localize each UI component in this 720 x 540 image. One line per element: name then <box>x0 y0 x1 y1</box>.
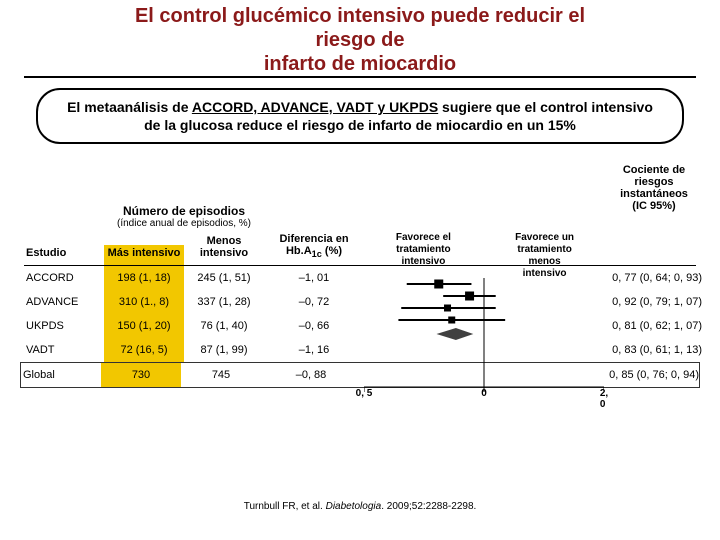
cell-forest <box>364 326 604 338</box>
table-row: VADT72 (16, 5)87 (1, 99)–1, 160, 83 (0, … <box>24 338 696 362</box>
episodes-title: Número de episodios <box>104 204 264 218</box>
slide: El control glucémico intensivo puede red… <box>0 0 720 540</box>
cell-more: 150 (1, 20) <box>104 314 184 338</box>
global-more: 730 <box>101 363 181 387</box>
pill-bold: ACCORD, ADVANCE, VADT y UKPDS <box>192 99 438 115</box>
cell-forest <box>364 350 604 362</box>
global-forest-cell <box>361 375 601 387</box>
fav-intensive-label: Favorece el tratamiento intensivo <box>366 232 481 280</box>
cell-study: UKPDS <box>24 314 104 338</box>
header-row-1: Número de episodios Favorece el tratamie… <box>24 162 696 218</box>
cell-less: 337 (1, 28) <box>184 290 264 314</box>
cell-diff: –0, 66 <box>264 314 364 338</box>
xaxis-tick: 0 <box>481 388 487 399</box>
cell-more: 198 (1, 18) <box>104 266 184 290</box>
episodes-sub: (índice anual de episodios, %) <box>104 218 264 231</box>
xaxis-tick: 2, 0 <box>600 388 608 410</box>
cell-study: ACCORD <box>24 266 104 290</box>
col-less: Menos intensivo <box>184 233 264 265</box>
axis-row: 0, 502, 0 <box>24 388 696 404</box>
slide-title: El control glucémico intensivo puede red… <box>24 0 696 78</box>
global-row: Global 730 745 –0, 88 0, 85 (0, 76; 0, 9… <box>20 362 700 388</box>
xaxis-tick: 0, 5 <box>356 388 373 399</box>
forest-xaxis: 0, 502, 0 <box>364 388 604 404</box>
cell-hr: 0, 92 (0, 79; 1, 07) <box>604 290 704 314</box>
global-study: Global <box>21 363 101 387</box>
cell-diff: –1, 16 <box>264 338 364 362</box>
cell-diff: –1, 01 <box>264 266 364 290</box>
col-study: Estudio <box>24 245 104 265</box>
global-hr: 0, 85 (0, 76; 0, 94) <box>601 363 701 387</box>
cell-study: ADVANCE <box>24 290 104 314</box>
title-line3: infarto de miocardio <box>264 53 456 75</box>
cell-more: 72 (16, 5) <box>104 338 184 362</box>
cell-less: 245 (1, 51) <box>184 266 264 290</box>
cell-hr: 0, 83 (0, 61; 1, 13) <box>604 338 704 362</box>
header-row-2: (índice anual de episodios, %) <box>24 218 696 231</box>
fav-less-intensive-label: Favorece un tratamiento menos intensivo <box>487 232 602 280</box>
pill-prefix: El metaanálisis de <box>67 99 192 115</box>
col-diff: Diferencia en Hb.A1c (%) <box>264 231 364 265</box>
title-line1: El control glucémico intensivo puede red… <box>135 5 585 27</box>
cell-study: VADT <box>24 338 104 362</box>
global-less: 745 <box>181 363 261 387</box>
table-row: ADVANCE310 (1., 8)337 (1, 28)–0, 720, 92… <box>24 290 696 314</box>
global-diff: –0, 88 <box>261 363 361 387</box>
forest-table: Número de episodios Favorece el tratamie… <box>24 162 696 404</box>
cell-forest <box>364 302 604 314</box>
title-line2: riesgo de <box>316 29 405 51</box>
hr-header: Cociente de riesgos instantáneos (IC 95%… <box>604 162 704 218</box>
table-row: UKPDS150 (1, 20)76 (1, 40)–0, 660, 81 (0… <box>24 314 696 338</box>
cell-diff: –0, 72 <box>264 290 364 314</box>
citation: Turnbull FR, et al. Diabetologia. 2009;5… <box>0 501 720 512</box>
summary-pill: El metaanálisis de ACCORD, ADVANCE, VADT… <box>36 88 684 144</box>
cell-less: 76 (1, 40) <box>184 314 264 338</box>
cell-less: 87 (1, 99) <box>184 338 264 362</box>
cell-hr: 0, 77 (0, 64; 0, 93) <box>604 266 704 290</box>
cell-hr: 0, 81 (0, 62; 1, 07) <box>604 314 704 338</box>
col-more: Más intensivo <box>104 245 184 265</box>
cell-more: 310 (1., 8) <box>104 290 184 314</box>
